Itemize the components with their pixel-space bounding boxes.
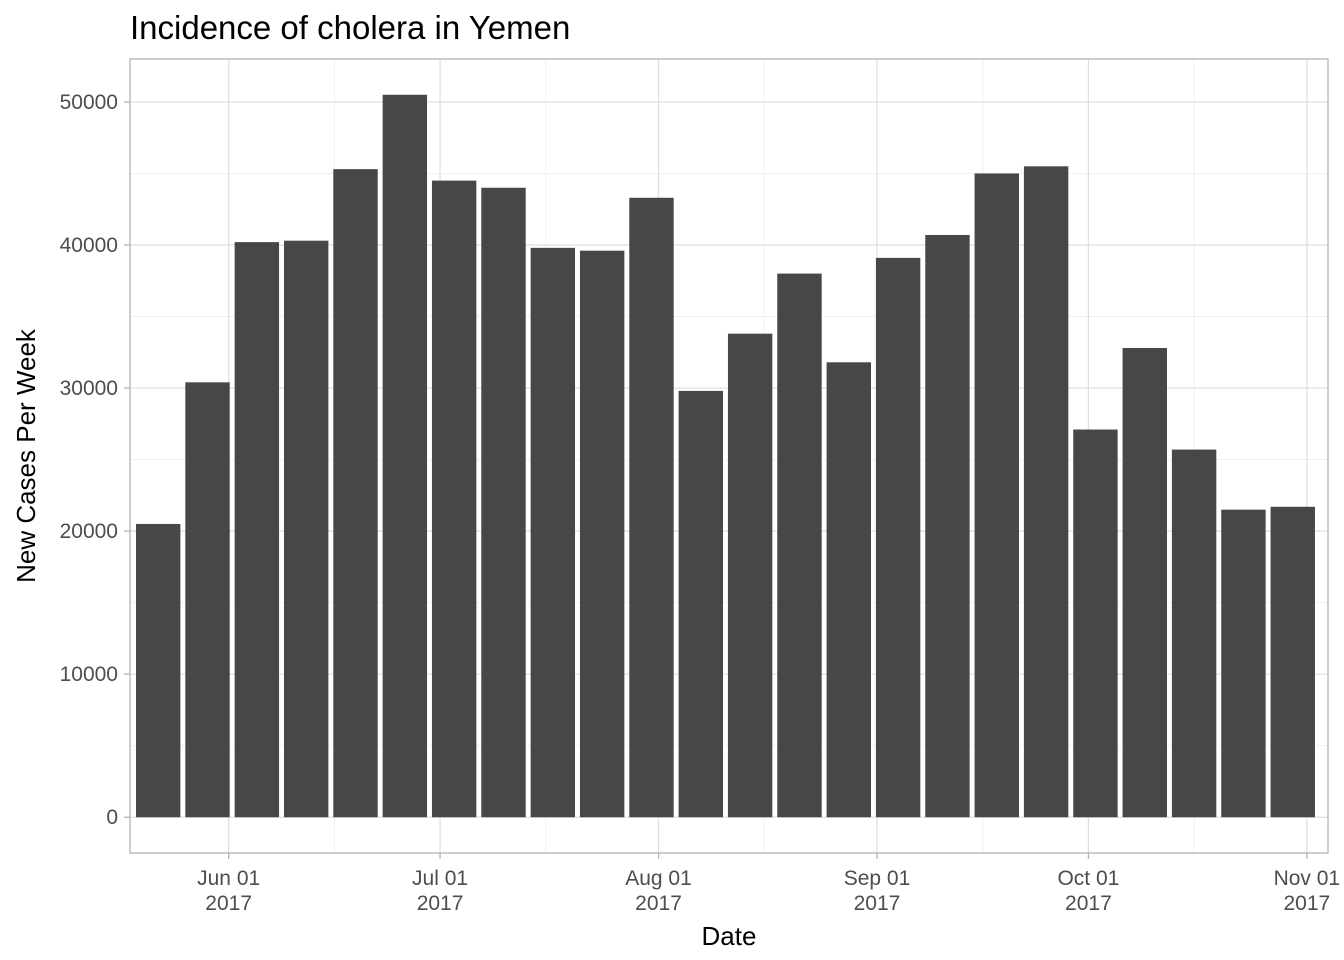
y-tick-label: 40000 (60, 234, 118, 257)
bar (1270, 506, 1315, 818)
bar (777, 273, 822, 818)
x-tick-label: Jun 01 2017 (197, 867, 260, 915)
bar (1171, 449, 1217, 818)
bar (431, 180, 477, 818)
bar (579, 250, 625, 818)
bar (135, 523, 181, 818)
bar (1023, 166, 1069, 818)
chart-title: Incidence of cholera in Yemen (130, 9, 570, 46)
y-tick-label: 0 (106, 806, 118, 829)
bar (234, 242, 280, 818)
x-axis-title: Date (702, 921, 757, 951)
x-tick-label: Oct 01 2017 (1057, 867, 1119, 915)
bar (678, 390, 724, 818)
bar (1073, 429, 1118, 818)
x-tick-label: Sep 01 2017 (844, 867, 911, 915)
y-tick-label: 20000 (60, 520, 118, 543)
y-tick-label: 30000 (60, 377, 118, 400)
bar (974, 173, 1019, 818)
bar (1122, 347, 1167, 818)
bar (481, 187, 526, 818)
y-tick-label: 50000 (60, 91, 118, 114)
bar (530, 247, 576, 818)
y-axis: 0 10000 20000 30000 40000 50000 (60, 91, 130, 829)
x-axis: Jun 01 2017 Jul 01 2017 Aug 01 2017 Sep 01 2017… (197, 853, 1340, 915)
y-tick-label: 10000 (60, 663, 118, 686)
bar (925, 234, 970, 818)
bar (382, 94, 428, 818)
bar (629, 197, 674, 818)
bar (283, 240, 329, 818)
bar (727, 333, 773, 818)
plot-panel-border (129, 58, 1329, 854)
bars (135, 94, 1315, 818)
x-tick-label: Nov 01 2017 (1274, 867, 1341, 915)
bar (333, 169, 378, 818)
x-tick-label: Jul 01 2017 (412, 867, 468, 915)
y-axis-title: New Cases Per Week (11, 328, 41, 583)
x-tick-label: Aug 01 2017 (625, 867, 692, 915)
bar (185, 382, 230, 818)
bar (1221, 509, 1266, 818)
bar (826, 362, 871, 818)
bar (875, 257, 921, 818)
